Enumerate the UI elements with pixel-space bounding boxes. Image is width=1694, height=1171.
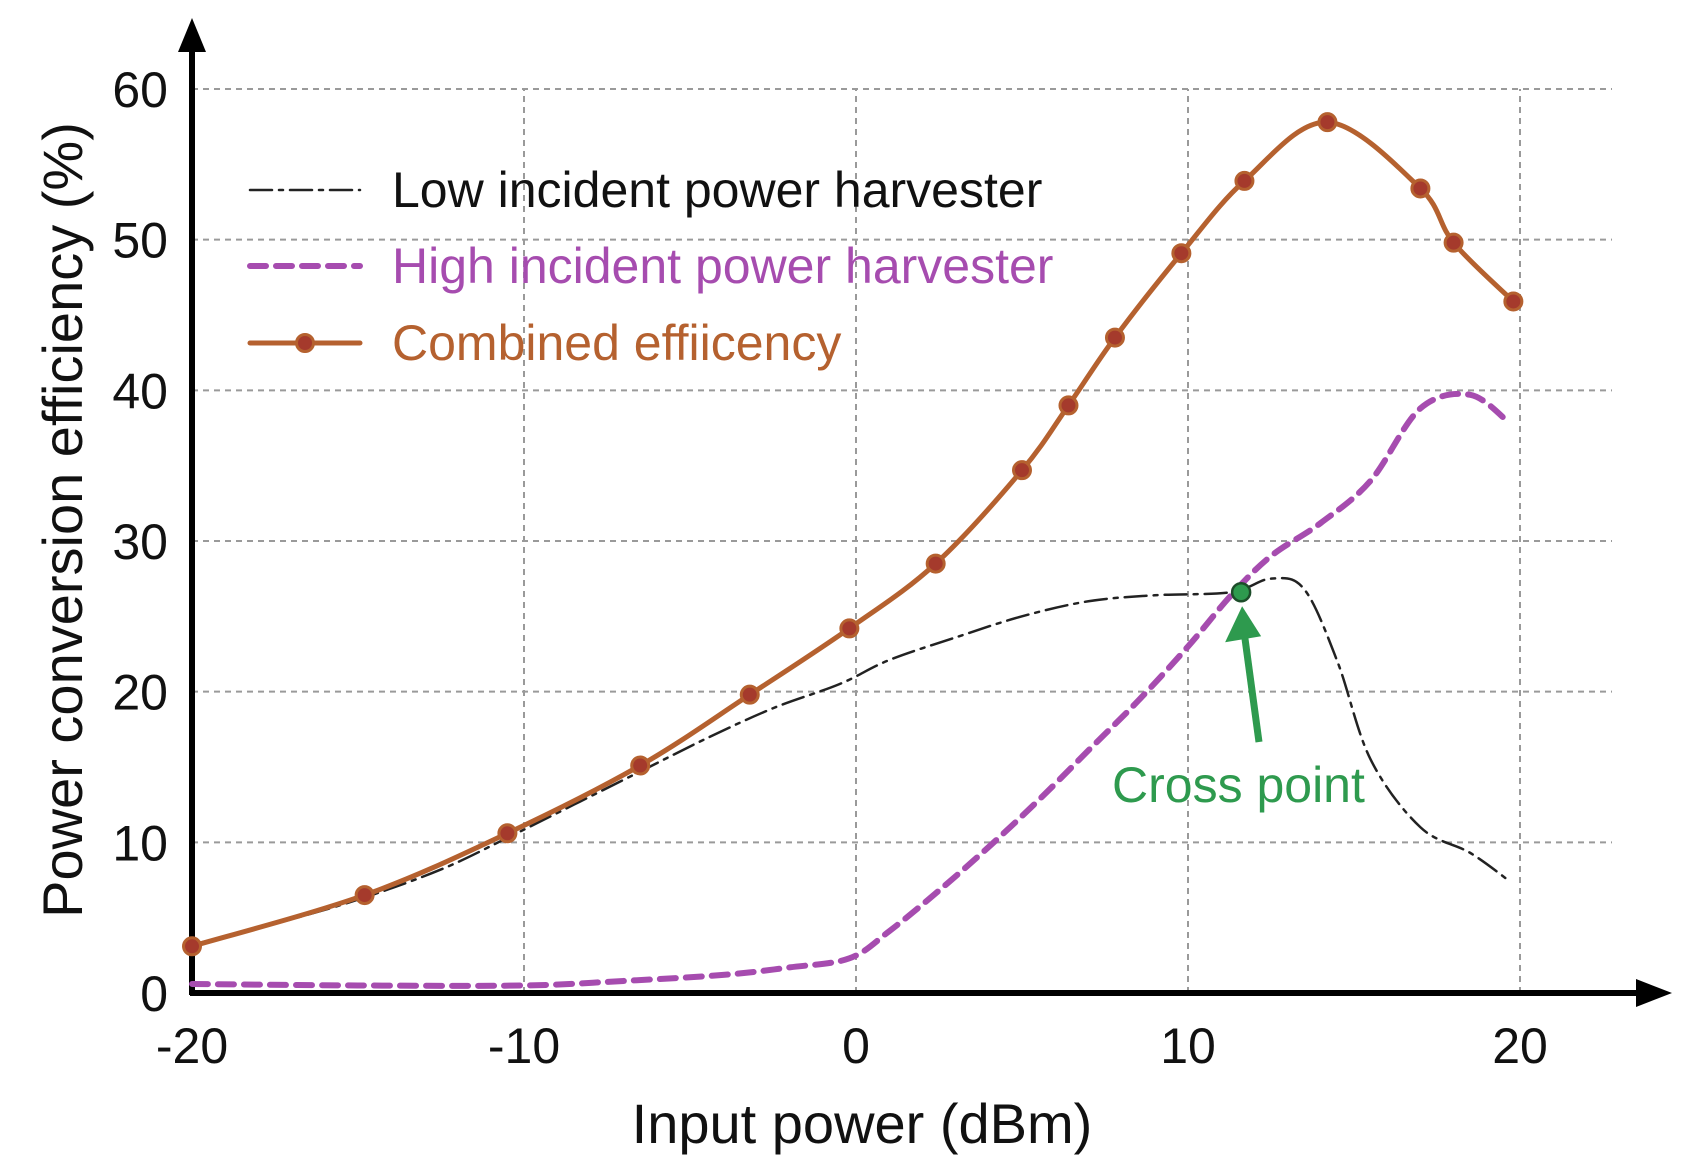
data-point-combined	[839, 618, 860, 639]
series-line-high-incident-power-harvester	[189, 390, 1514, 989]
y-tick-label: 30	[112, 514, 168, 570]
data-point-combined	[1012, 460, 1032, 481]
tick-labels: -20 -10 0 10 20 0 10 20 30 40 50 60	[112, 62, 1547, 1074]
y-axis-arrow	[178, 18, 206, 52]
x-tick-label: -20	[156, 1018, 228, 1074]
cross-point-arrow-shaft	[1240, 631, 1263, 743]
x-tick-label: -10	[488, 1018, 560, 1074]
data-point-combined	[630, 755, 651, 776]
x-tick-label: 10	[1160, 1018, 1216, 1074]
legend-entry-label: Combined effiicency	[392, 315, 841, 371]
x-axis-arrow	[1636, 979, 1672, 1007]
y-axis-title: Power conversion efficiency (%)	[31, 122, 94, 918]
cross-point-label: Cross point	[1112, 757, 1365, 813]
legend-entry-label: High incident power harvester	[392, 238, 1053, 294]
axes	[178, 18, 1672, 1007]
cross-point-arrow-head	[1225, 606, 1262, 643]
data-point-combined	[1234, 170, 1255, 191]
y-tick-label: 40	[112, 363, 168, 419]
data-point-combined	[497, 823, 518, 844]
series-line-low-incident-power-harvester	[190, 576, 1512, 947]
data-point-combined	[1171, 243, 1192, 264]
data-point-combined	[1410, 178, 1431, 199]
data-point-combined	[739, 684, 760, 705]
x-tick-label: 20	[1492, 1018, 1548, 1074]
x-tick-label: 0	[842, 1018, 870, 1074]
legend-marker	[295, 333, 315, 353]
cross-point-marker	[1230, 581, 1252, 603]
grid	[192, 88, 1612, 993]
y-tick-label: 10	[112, 815, 168, 871]
data-point-combined	[1058, 395, 1079, 416]
data-point-combined	[354, 885, 375, 906]
data-point-combined	[1317, 112, 1338, 133]
annotations: Cross point	[1112, 581, 1365, 813]
y-tick-label: 60	[112, 62, 168, 118]
y-tick-label: 20	[112, 665, 168, 721]
data-point-combined	[1443, 232, 1464, 253]
x-axis-title: Input power (dBm)	[632, 1092, 1093, 1155]
legend: Low incident power harvester High inciden…	[247, 162, 1053, 371]
legend-entry-label: Low incident power harvester	[392, 162, 1042, 218]
series	[182, 112, 1524, 989]
data-point-combined	[1503, 291, 1524, 312]
y-tick-label: 0	[140, 966, 168, 1022]
data-point-combined	[1104, 327, 1125, 348]
data-point-combined	[182, 936, 202, 957]
data-point-combined	[925, 553, 946, 574]
y-tick-label: 50	[112, 213, 168, 269]
